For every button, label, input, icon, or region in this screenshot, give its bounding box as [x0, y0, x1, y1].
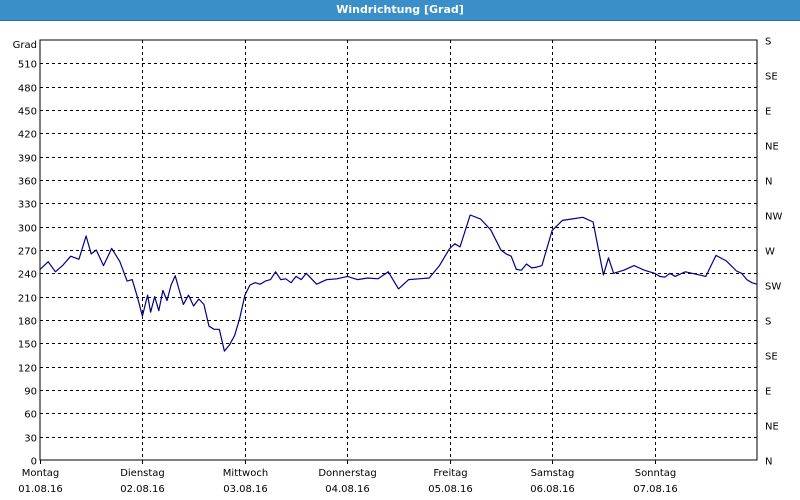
right-tick-label: N — [765, 457, 772, 468]
right-tick-label: NE — [765, 422, 779, 433]
y-tick-label: 60 — [24, 410, 37, 421]
x-tick-day: Donnerstag — [318, 468, 376, 479]
right-tick-label: S — [765, 317, 771, 328]
x-tick-date: 01.08.16 — [18, 484, 63, 495]
y-tick-label: 240 — [18, 270, 37, 281]
y-tick-label: 210 — [18, 294, 37, 305]
x-tick-date: 04.08.16 — [325, 484, 370, 495]
x-tick-day: Dienstag — [120, 468, 165, 479]
right-tick-label: N — [765, 177, 772, 188]
x-tick-date: 06.08.16 — [530, 484, 575, 495]
chart-title: Windrichtung [Grad] — [336, 3, 464, 16]
x-tick-day: Montag — [22, 468, 59, 479]
title-bar — [0, 0, 800, 21]
y-tick-label: 120 — [18, 364, 37, 375]
y-tick-label: 150 — [18, 340, 37, 351]
right-tick-label: NW — [765, 212, 782, 223]
y-tick-label: 90 — [24, 387, 37, 398]
y-tick-label: 510 — [18, 60, 37, 71]
plot-frame — [39, 39, 758, 461]
y-axis-label: Grad — [13, 40, 37, 51]
y-tick-label: 450 — [18, 107, 37, 118]
right-tick-label: E — [765, 387, 771, 398]
y-tick-label: 360 — [18, 177, 37, 188]
x-tick-day: Mittwoch — [223, 468, 268, 479]
right-tick-label: E — [765, 107, 771, 118]
x-tick-day: Sonntag — [635, 468, 677, 479]
right-tick-label: S — [765, 37, 771, 48]
wind-direction-line — [39, 214, 758, 352]
right-tick-label: SE — [765, 72, 778, 83]
x-tick-day: Freitag — [433, 468, 467, 479]
right-tick-label: W — [765, 247, 775, 258]
y-tick-label: 180 — [18, 317, 37, 328]
y-tick-label: 30 — [24, 434, 37, 445]
right-tick-label: SE — [765, 352, 778, 363]
y-tick-label: 420 — [18, 130, 37, 141]
y-tick-label: 480 — [18, 84, 37, 95]
right-tick-label: NE — [765, 142, 779, 153]
y-tick-label: 270 — [18, 247, 37, 258]
x-tick-day: Samstag — [531, 468, 575, 479]
x-tick-date: 03.08.16 — [223, 484, 268, 495]
y-tick-label: 330 — [18, 200, 37, 211]
y-tick-label: 0 — [31, 457, 37, 468]
right-tick-label: SW — [765, 282, 781, 293]
y-tick-label: 300 — [18, 224, 37, 235]
x-tick-date: 05.08.16 — [428, 484, 473, 495]
x-tick-date: 07.08.16 — [633, 484, 678, 495]
y-tick-label: 390 — [18, 154, 37, 165]
x-tick-date: 02.08.16 — [120, 484, 165, 495]
